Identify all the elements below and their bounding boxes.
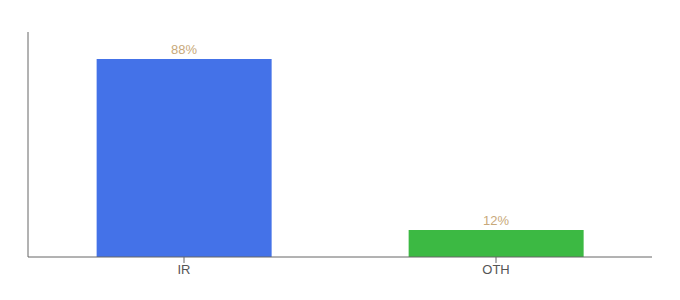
- svg-text:OTH: OTH: [482, 262, 509, 277]
- svg-text:IR: IR: [178, 262, 191, 277]
- svg-text:88%: 88%: [171, 42, 197, 57]
- svg-text:12%: 12%: [483, 213, 509, 228]
